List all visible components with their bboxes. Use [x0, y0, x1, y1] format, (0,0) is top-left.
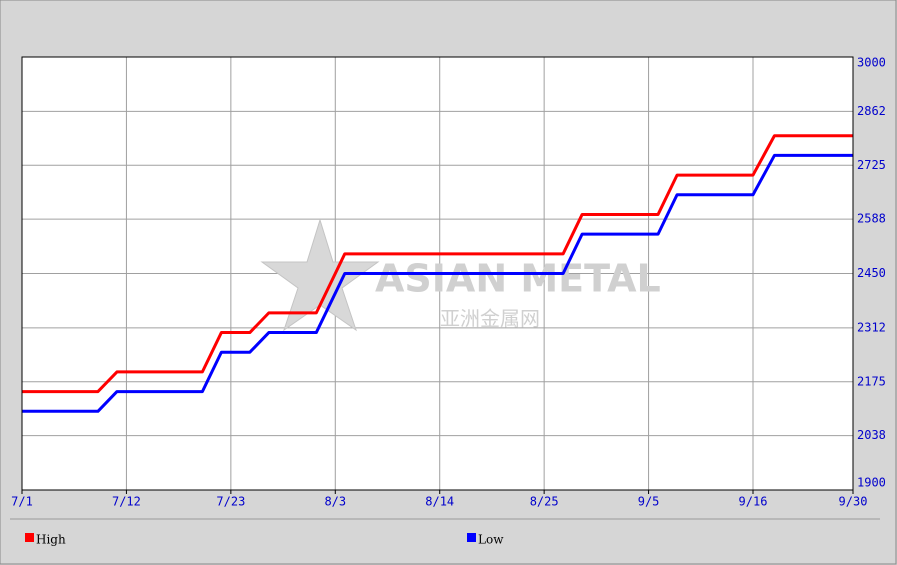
- y-tick-label: 2038: [857, 428, 886, 442]
- legend: High Low: [25, 533, 504, 547]
- legend-label: Low: [478, 533, 504, 547]
- x-tick-label: 8/25: [530, 495, 559, 509]
- x-tick-label: 7/23: [216, 495, 245, 509]
- y-tick-label: 1900: [857, 476, 886, 490]
- y-tick-label: 2450: [857, 266, 886, 280]
- x-tick-label: 9/16: [739, 495, 768, 509]
- x-tick-label: 9/30: [839, 495, 868, 509]
- watermark-text: ASIAN METAL: [375, 257, 661, 301]
- legend-swatch: [467, 533, 476, 542]
- y-tick-label: 2312: [857, 320, 886, 334]
- y-tick-label: 2862: [857, 104, 886, 118]
- lines: [22, 134, 853, 413]
- x-tick-label: 7/1: [11, 495, 33, 509]
- x-tick-label: 7/12: [112, 495, 141, 509]
- legend-label: High: [36, 533, 66, 547]
- series-line: [22, 134, 853, 394]
- plot-border: [21, 56, 854, 491]
- x-tick-label: 8/14: [425, 495, 454, 509]
- y-tick-label: 3000: [857, 56, 886, 70]
- series-line: [22, 153, 853, 413]
- legend-swatch: [25, 533, 34, 542]
- y-tick-label: 2175: [857, 374, 886, 388]
- x-tick-label: 8/3: [324, 495, 346, 509]
- y-tick-label: 2725: [857, 158, 886, 172]
- watermark: ASIAN METAL 亚洲金属网: [260, 218, 661, 332]
- y-tick-label: 2588: [857, 212, 886, 226]
- x-tick-label: 9/5: [638, 495, 660, 509]
- watermark-subtext: 亚洲金属网: [440, 307, 540, 331]
